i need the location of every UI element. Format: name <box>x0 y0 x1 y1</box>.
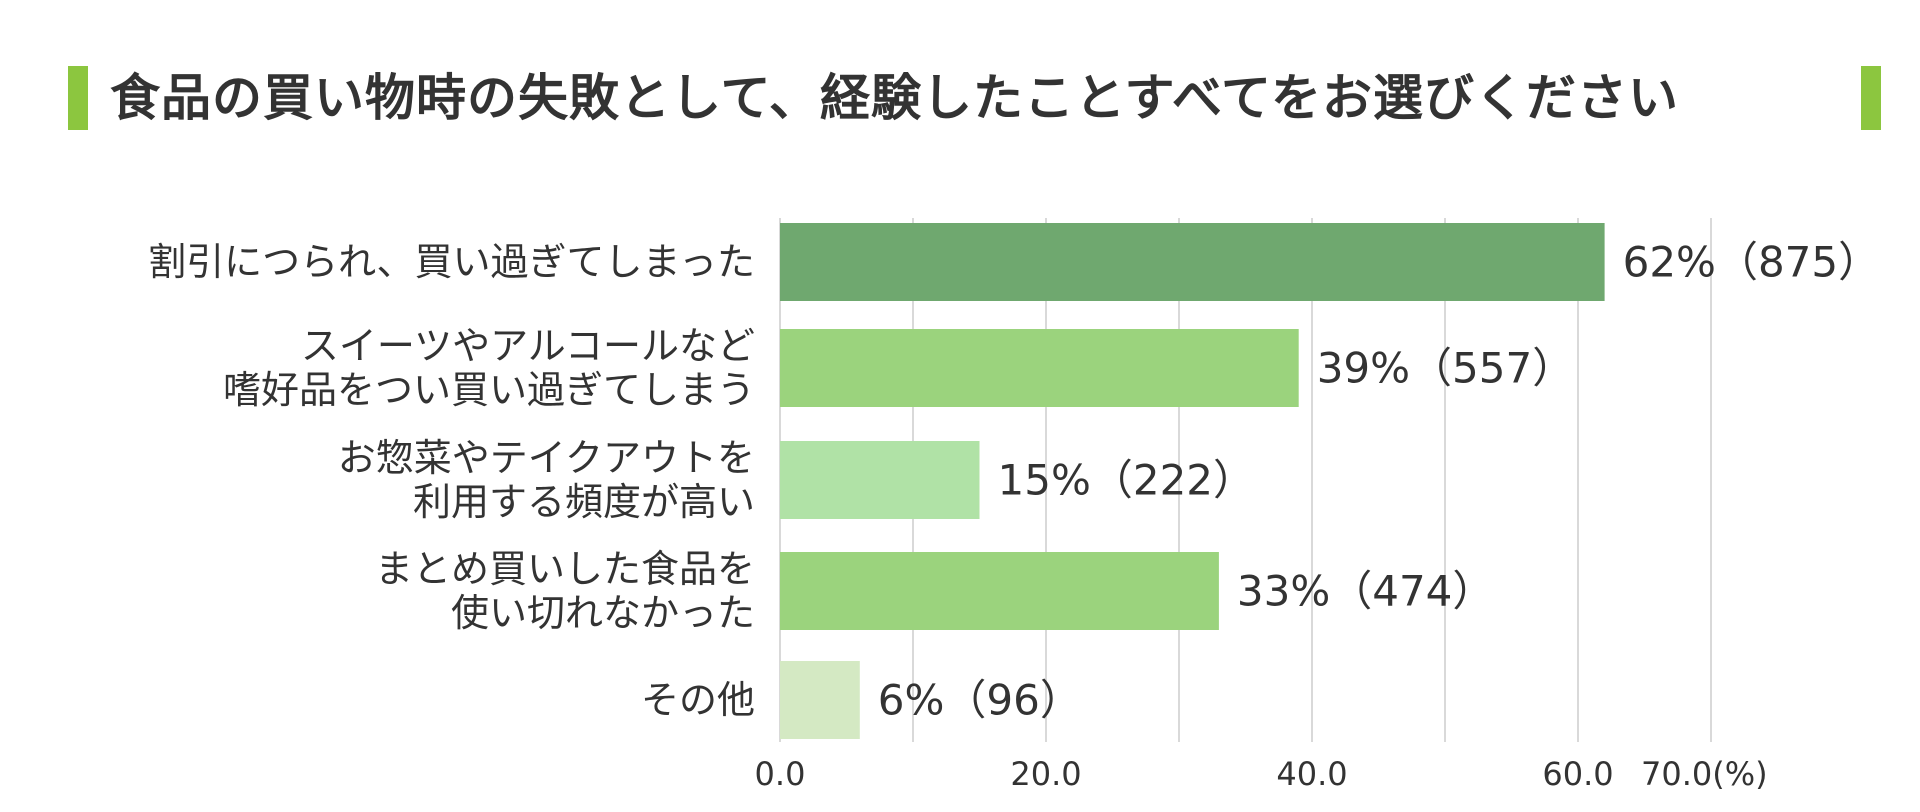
x-axis-ticks: 0.0 20.0 40.0 60.0 70.0(%) <box>755 755 1768 793</box>
bar <box>780 441 980 519</box>
title-accent-bar-right <box>1861 66 1881 130</box>
bar <box>780 661 860 739</box>
tick-label: 70.0(%) <box>1641 755 1768 793</box>
chart-title-block: 食品の買い物時の失敗として、経験したことすべてをお選びください <box>68 66 1881 130</box>
category-label: 使い切れなかった <box>451 591 755 635</box>
category-label: 利用する頻度が高い <box>413 480 755 524</box>
data-label: 39%（557） <box>1317 344 1575 393</box>
value-labels: 62%（875） 39%（557） 15%（222） 33%（474） 6%（96） <box>878 238 1880 725</box>
category-label: その他 <box>641 678 755 722</box>
data-label: 62%（875） <box>1623 238 1881 287</box>
category-label: まとめ買いした食品を <box>375 547 755 591</box>
tick-label: 40.0 <box>1276 755 1347 793</box>
tick-label: 0.0 <box>755 755 806 793</box>
data-label: 15%（222） <box>998 456 1256 505</box>
bar <box>780 552 1219 630</box>
category-label: スイーツやアルコールなど <box>301 324 755 368</box>
gridlines <box>779 218 1712 742</box>
category-label: お惣菜やテイクアウトを <box>338 436 755 480</box>
tick-label: 60.0 <box>1542 755 1613 793</box>
bar <box>780 223 1605 301</box>
tick-label: 20.0 <box>1010 755 1081 793</box>
data-label: 6%（96） <box>878 676 1082 725</box>
data-label: 33%（474） <box>1237 567 1495 616</box>
category-label: 割引につられ、買い過ぎてしまった <box>148 240 755 284</box>
chart-title: 食品の買い物時の失敗として、経験したことすべてをお選びください <box>110 69 1679 127</box>
category-label: 嗜好品をつい買い過ぎてしまう <box>223 368 755 412</box>
bar <box>780 329 1299 407</box>
title-accent-bar-left <box>68 66 88 130</box>
category-labels: 割引につられ、買い過ぎてしまったスイーツやアルコールなど嗜好品をつい買い過ぎてし… <box>148 240 755 722</box>
bars <box>780 223 1605 739</box>
